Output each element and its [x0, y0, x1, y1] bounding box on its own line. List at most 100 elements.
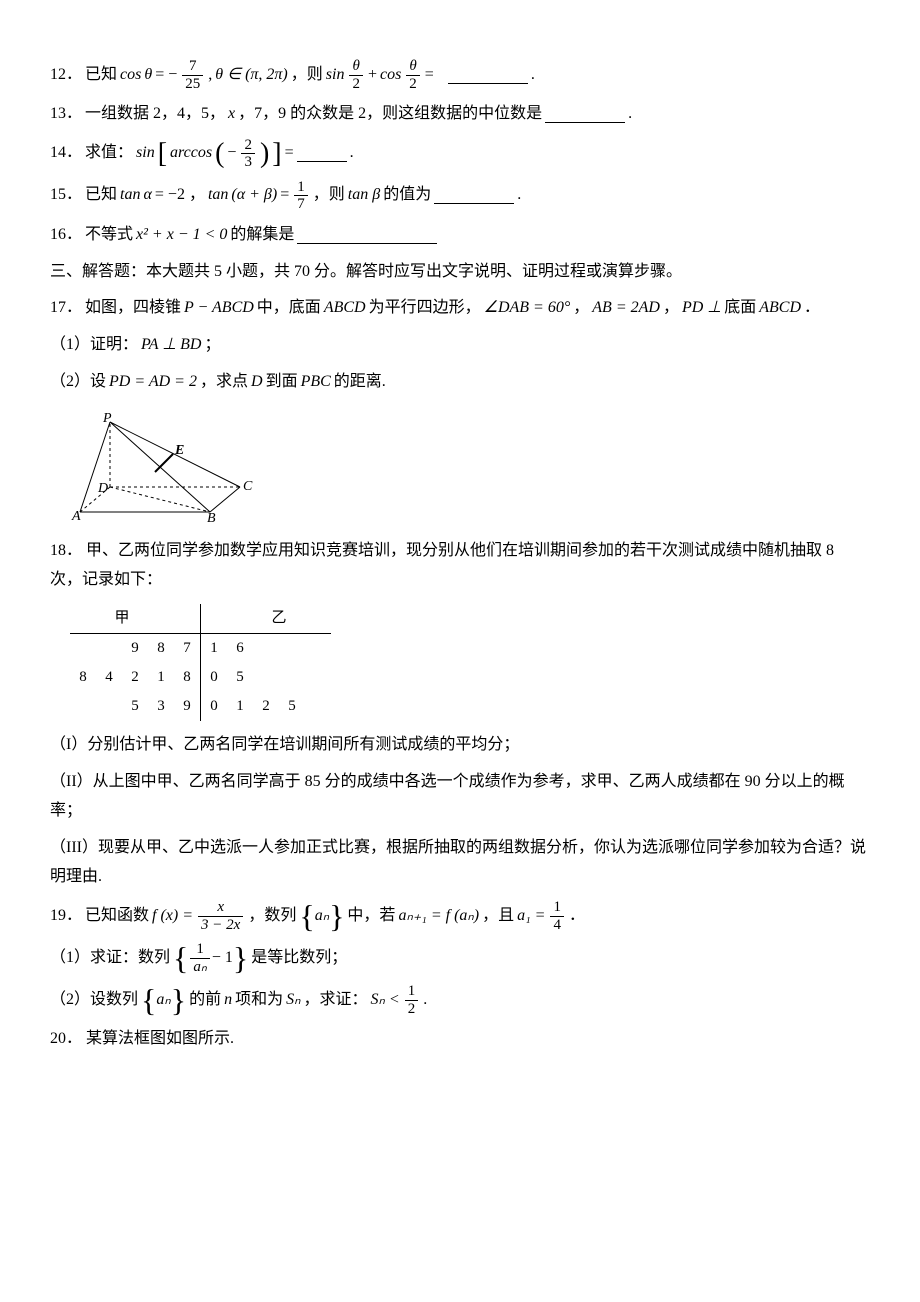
text: 是等比数列； — [251, 944, 347, 973]
expr: AB = 2AD — [592, 294, 660, 323]
fraction: θ 2 — [349, 58, 363, 92]
question-18-sub2: （II）从上图中甲、乙两名同学高于 85 分的成绩中各选一个成绩作为参考，求甲、… — [50, 768, 870, 826]
label-A: A — [71, 509, 81, 522]
text: 已知 — [85, 181, 117, 210]
question-13: 13． 一组数据 2，4，5， x ，7，9 的众数是 2，则这组数据的中位数是… — [50, 100, 870, 129]
expr: PA ⊥ BD — [141, 331, 201, 360]
question-12: 12． 已知 cos θ = − 7 25 , θ ∈ (π, 2π) ，则 s… — [50, 58, 870, 92]
q-num: 16． — [50, 221, 82, 250]
fraction: 1 aₙ — [190, 941, 209, 975]
expr: PD ⊥ — [682, 294, 721, 323]
table-row: 98 71 6 — [70, 634, 331, 664]
pyramid-svg: P A B C D E — [55, 412, 255, 522]
label-D: D — [97, 481, 108, 496]
header-yi: 乙 — [227, 604, 331, 634]
answer-blank — [297, 145, 347, 162]
question-15: 15． 已知 tan α = −2 ， tan (α + β) = 1 7 ，则… — [50, 179, 870, 213]
text: 某算法框图如图所示. — [86, 1030, 234, 1047]
theta-range: θ ∈ (π, 2π) — [215, 61, 287, 90]
text: 中，底面 — [257, 294, 321, 323]
text: . — [423, 986, 427, 1015]
text: ，求证： — [304, 986, 368, 1015]
text: ，数列 — [248, 902, 296, 931]
question-14: 14． 求值： sin [ arccos ( − 2 3 ) ] = . — [50, 137, 870, 171]
table-row: 53 90 125 — [70, 692, 331, 721]
label-E: E — [174, 443, 184, 458]
tan: tan — [208, 181, 228, 210]
text: 的值为 — [383, 181, 431, 210]
q-num: 17． — [50, 294, 82, 323]
expr: D — [251, 368, 263, 397]
period: . — [350, 139, 354, 168]
label-B: B — [207, 511, 216, 522]
arccos: arccos — [170, 139, 212, 168]
fraction: θ 2 — [406, 58, 420, 92]
q-num: 18． — [50, 542, 82, 559]
expr: P − ABCD — [184, 294, 254, 323]
set-an: {aₙ} — [299, 902, 344, 931]
text: 的前 — [189, 986, 221, 1015]
fraction: 1 7 — [294, 179, 308, 213]
q-num: 14． — [50, 139, 82, 168]
text: 一组数据 2，4，5， — [85, 100, 225, 129]
text: 到面 — [266, 368, 298, 397]
eq: = — [425, 61, 434, 90]
eq: = − — [155, 61, 177, 90]
question-17-sub1: （1）证明： PA ⊥ BD ； — [50, 331, 870, 360]
text: （1）证明： — [50, 331, 138, 360]
period: . — [517, 181, 521, 210]
eq: = — [280, 181, 289, 210]
answer-blank — [297, 227, 437, 244]
expr: ABCD — [759, 294, 801, 323]
ab: (α + β) — [231, 181, 277, 210]
text: 如图，四棱锥 — [85, 294, 181, 323]
text: ， — [573, 294, 589, 323]
question-18: 18． 甲、乙两位同学参加数学应用知识竞赛培训，现分别从他们在培训期间参加的若干… — [50, 537, 870, 595]
text: （1）求证：数列 — [50, 944, 170, 973]
fraction: 7 25 — [182, 58, 203, 92]
table-row: 甲 乙 — [70, 604, 331, 634]
sin: sin — [326, 61, 345, 90]
question-17: 17． 如图，四棱锥 P − ABCD 中，底面 ABCD 为平行四边形， ∠D… — [50, 294, 870, 323]
text: 已知函数 — [85, 902, 149, 931]
figure-pyramid: P A B C D E — [50, 407, 870, 527]
question-19-sub2: （2）设数列 {aₙ} 的前 n 项和为 Sₙ ，求证： Sₙ < 1 2 . — [50, 983, 870, 1017]
fraction: x 3 − 2x — [198, 899, 243, 933]
expr: PD = AD = 2 — [109, 368, 197, 397]
question-19: 19． 已知函数 f (x) = x 3 − 2x ，数列 {aₙ} 中，若 a… — [50, 899, 870, 933]
text: 项和为 — [235, 986, 283, 1015]
eq: = −2 ， — [155, 181, 205, 210]
q-num: 12． — [50, 61, 82, 90]
text: 已知 — [85, 61, 117, 90]
text: （2）设数列 — [50, 986, 138, 1015]
text: （2）设 — [50, 368, 106, 397]
text: 的解集是 — [230, 221, 294, 250]
theta: θ — [144, 61, 152, 90]
set-an: {aₙ} — [141, 986, 186, 1015]
text: 不等式 — [85, 221, 133, 250]
section-header: 三、解答题：本大题共 5 小题，共 70 分。解答时应写出文字说明、证明过程或演… — [50, 258, 870, 287]
table-row: 8421 80 5 — [70, 663, 331, 692]
fraction: 1 2 — [405, 983, 419, 1017]
then: ，则 — [313, 181, 345, 210]
q-num: 13． — [50, 100, 82, 129]
question-19-sub1: （1）求证：数列 { 1 aₙ − 1 } 是等比数列； — [50, 941, 870, 975]
question-17-sub2: （2）设 PD = AD = 2 ，求点 D 到面 PBC 的距离. — [50, 368, 870, 397]
text: ． — [569, 902, 585, 931]
text: ，且 — [482, 902, 514, 931]
text: 底面 — [724, 294, 756, 323]
question-16: 16． 不等式 x² + x − 1 < 0 的解集是 — [50, 221, 870, 250]
expr: aₙ₊₁ = f (aₙ) — [398, 902, 479, 931]
q-num: 20． — [50, 1030, 82, 1047]
question-18-sub1: （I）分别估计甲、乙两名同学在培训期间所有测试成绩的平均分； — [50, 731, 870, 760]
cos: cos — [120, 61, 141, 90]
question-20: 20． 某算法框图如图所示. — [50, 1025, 870, 1054]
expr: ABCD — [324, 294, 366, 323]
tan: tan — [120, 181, 140, 210]
text: 中，若 — [347, 902, 395, 931]
expr: Sₙ — [286, 986, 300, 1015]
var-x: x — [228, 100, 235, 129]
q-num: 19． — [50, 902, 82, 931]
label-C: C — [243, 479, 253, 494]
expr: Sₙ < — [371, 986, 400, 1015]
